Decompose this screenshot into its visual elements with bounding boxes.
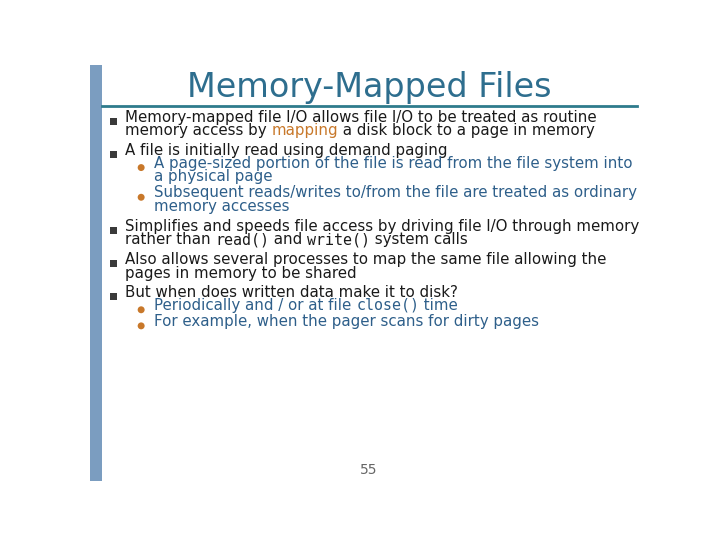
Text: Memory-mapped file I/O allows file I/O to be treated as routine: Memory-mapped file I/O allows file I/O t… <box>125 110 596 125</box>
Text: mapping: mapping <box>271 123 338 138</box>
Text: and: and <box>269 232 307 247</box>
Text: write(): write() <box>307 232 370 247</box>
Circle shape <box>138 164 145 171</box>
Text: But when does written data make it to disk?: But when does written data make it to di… <box>125 285 458 300</box>
Text: memory access by: memory access by <box>125 123 271 138</box>
Text: A file is initially read using demand paging: A file is initially read using demand pa… <box>125 143 447 158</box>
Text: A page-sized portion of the file is read from the file system into: A page-sized portion of the file is read… <box>154 156 633 171</box>
Text: pages in memory to be shared: pages in memory to be shared <box>125 266 356 281</box>
Circle shape <box>138 322 145 329</box>
Bar <box>110 227 117 234</box>
Text: read(): read() <box>215 232 269 247</box>
FancyBboxPatch shape <box>90 65 102 481</box>
Text: a disk block to a page in memory: a disk block to a page in memory <box>338 123 595 138</box>
Bar <box>110 260 117 267</box>
Text: time: time <box>419 298 458 313</box>
Text: 55: 55 <box>360 463 378 477</box>
Bar <box>110 151 117 158</box>
Text: rather than: rather than <box>125 232 215 247</box>
Bar <box>110 293 117 300</box>
Text: system calls: system calls <box>370 232 468 247</box>
Text: For example, when the pager scans for dirty pages: For example, when the pager scans for di… <box>154 314 539 329</box>
Circle shape <box>138 194 145 201</box>
Text: Subsequent reads/writes to/from the file are treated as ordinary: Subsequent reads/writes to/from the file… <box>154 185 637 200</box>
Text: memory accesses: memory accesses <box>154 199 290 214</box>
Text: Periodically and / or at file: Periodically and / or at file <box>154 298 356 313</box>
Circle shape <box>138 306 145 313</box>
Text: close(): close() <box>356 298 419 313</box>
Text: Simplifies and speeds file access by driving file I/O through memory: Simplifies and speeds file access by dri… <box>125 219 639 234</box>
Bar <box>110 118 117 125</box>
Text: Memory-Mapped Files: Memory-Mapped Files <box>186 71 552 104</box>
Text: a physical page: a physical page <box>154 169 273 184</box>
Text: Also allows several processes to map the same file allowing the: Also allows several processes to map the… <box>125 252 606 267</box>
